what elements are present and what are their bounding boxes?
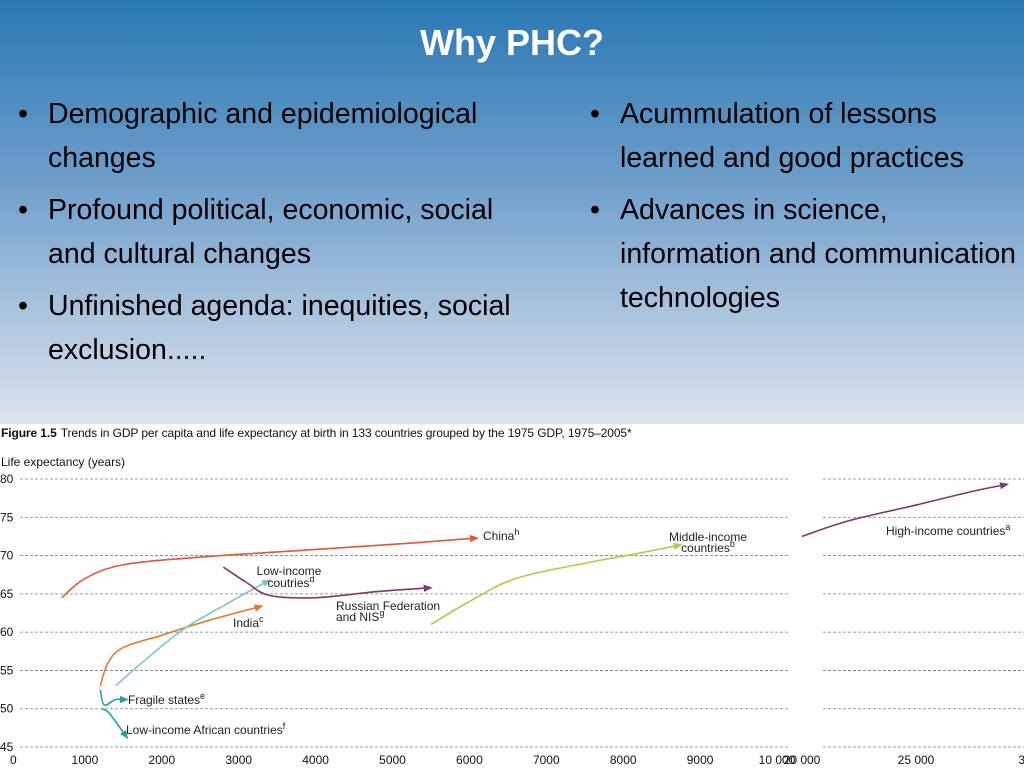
y-tick-label: 80 xyxy=(0,472,14,486)
bullet-item: Demographic and epidemiological changes xyxy=(12,92,512,180)
x-tick-label: 6000 xyxy=(456,753,483,767)
figure-label: Figure 1.5 xyxy=(1,426,57,440)
series-label: Low-income xyxy=(257,564,322,578)
life-expectancy-chart: 80 75 70 65 60 55 50 450 1000 2000 3000 4000 5000 600… xyxy=(0,472,1024,767)
y-tick-label: 55 xyxy=(0,663,14,677)
series-label: Middle-income xyxy=(669,530,747,544)
axis-ticks: 80 75 70 65 60 55 50 450 1000 2000 3000 4000 5000 600… xyxy=(0,472,1024,767)
series-line xyxy=(801,482,1009,538)
series-label: Indiac xyxy=(233,614,264,630)
series-label: Russian Federation xyxy=(336,599,440,613)
series-line xyxy=(101,707,129,740)
x-tick-label: 25 000 xyxy=(898,753,935,767)
y-tick-label: 70 xyxy=(0,549,14,563)
x-tick-label: 4000 xyxy=(302,753,329,767)
series-label: and NISg xyxy=(336,608,384,624)
series-label: countriesb xyxy=(681,539,735,555)
series-line xyxy=(115,579,272,687)
y-tick-label: 50 xyxy=(0,702,14,716)
figure-panel: Figure 1.5 Trends in GDP per capita and l… xyxy=(0,424,1024,768)
x-tick-label: 8000 xyxy=(610,753,637,767)
series-label: coutriesd xyxy=(267,574,314,590)
series-lines xyxy=(61,482,1009,740)
x-tick-label: 7000 xyxy=(533,753,560,767)
bullet-item: Profound political, economic, social and… xyxy=(12,188,512,276)
figure-caption-text: Trends in GDP per capita and life expect… xyxy=(60,426,632,440)
figure-caption: Figure 1.5 Trends in GDP per capita and l… xyxy=(1,426,632,440)
x-tick-label: 1000 xyxy=(72,753,99,767)
y-tick-label: 45 xyxy=(0,740,14,754)
x-tick-label: 20 000 xyxy=(784,753,821,767)
bullet-item: Acummulation of lessons learned and good… xyxy=(584,92,1024,180)
series-label: Chinah xyxy=(483,527,519,543)
x-tick-label: 3000 xyxy=(225,753,252,767)
x-tick-label: 5000 xyxy=(379,753,406,767)
series-line xyxy=(99,604,264,686)
y-tick-label: 60 xyxy=(0,625,14,639)
left-bullet-list: Demographic and epidemiological changes … xyxy=(12,92,512,380)
y-tick-label: 75 xyxy=(0,510,14,524)
gridlines xyxy=(20,478,1024,748)
x-tick-label: 10 000 xyxy=(759,753,796,767)
y-axis-title: Life expectancy (years) xyxy=(1,455,126,469)
series-label: Low-income African countriesf xyxy=(126,721,286,737)
x-tick-label: 2000 xyxy=(148,753,175,767)
bullet-item: Advances in science, information and com… xyxy=(584,188,1024,320)
series-label: High-income countriesa xyxy=(886,522,1010,538)
right-bullet-list: Acummulation of lessons learned and good… xyxy=(584,92,1024,328)
series-line xyxy=(222,566,433,599)
series-line xyxy=(61,534,479,599)
series-label: Fragile statese xyxy=(128,691,205,707)
x-tick-label: 30 0 xyxy=(1018,753,1024,767)
x-tick-label: 0 xyxy=(10,753,17,767)
y-tick-label: 65 xyxy=(0,587,14,601)
series-line xyxy=(430,542,683,626)
series-line xyxy=(99,689,129,706)
bullet-item: Unfinished agenda: inequities, social ex… xyxy=(12,284,512,372)
slide-title: Why PHC? xyxy=(420,22,604,63)
x-tick-label: 9000 xyxy=(687,753,714,767)
